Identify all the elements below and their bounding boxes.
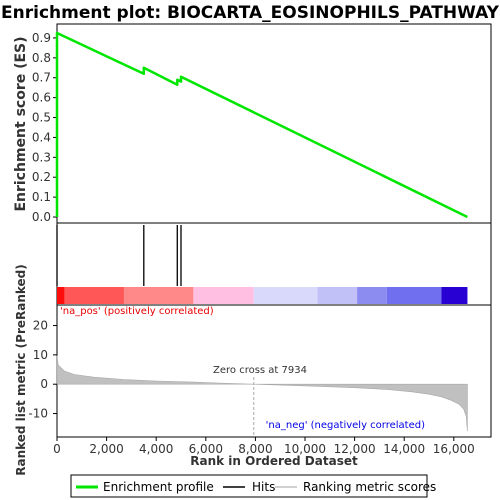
es-y-tick-label: 0.5 <box>32 111 51 125</box>
x-tick-label: 6,000 <box>189 442 223 456</box>
es-panel: 0.0 0.1 0.2 0.3 0.4 0.5 0.6 0.7 0.8 0.9 Enrichmen… <box>13 23 492 224</box>
es-y-tick-label: 0.6 <box>32 91 51 105</box>
pos-correlated-label: 'na_pos' (positively correlated) <box>60 306 214 317</box>
legend-label-metric: Ranking metric scores <box>303 480 436 494</box>
chart-title: Enrichment plot: BIOCARTA_EOSINOPHILS_PA… <box>1 3 500 23</box>
legend-box <box>70 474 428 498</box>
title-layer: Enrichment plot: BIOCARTA_EOSINOPHILS_PA… <box>1 3 500 23</box>
es-enrichment-line <box>55 31 468 219</box>
es-y-tick-label: 0.3 <box>32 150 51 164</box>
color-bar-segment <box>57 287 65 304</box>
metric-plot-area <box>56 304 492 438</box>
ranking-color-bar <box>57 287 468 304</box>
metric-y-tick-label: 20 <box>33 319 48 333</box>
es-y-tick-label: 0.1 <box>32 190 51 204</box>
metric-y-axis-label: Ranked list metric (PreRanked) <box>14 264 28 476</box>
x-tick-label: 16,000 <box>433 442 475 456</box>
metric-y-tick-label: 10 <box>33 348 48 362</box>
x-tick-label: 0 <box>53 442 61 456</box>
es-y-ticks: 0.0 0.1 0.2 0.3 0.4 0.5 0.6 0.7 0.8 0.9 <box>32 31 57 224</box>
x-tick-label: 8,000 <box>238 442 272 456</box>
legend-label-enrichment: Enrichment profile <box>103 480 214 494</box>
color-bar-segment <box>441 287 468 304</box>
color-bar-segment <box>386 287 442 304</box>
legend: Enrichment profile Hits Ranking metric s… <box>70 474 436 498</box>
metric-y-ticks: -10 0 10 20 <box>28 319 57 421</box>
x-axis-label: Rank in Ordered Dataset <box>190 454 358 468</box>
es-y-tick-label: 0.0 <box>32 210 51 224</box>
es-line-layer <box>55 31 468 219</box>
x-tick-label: 2,000 <box>89 442 123 456</box>
metric-y-tick-label: -10 <box>28 407 48 421</box>
x-tick-label: 10,000 <box>284 442 326 456</box>
color-bar-segment <box>317 287 358 304</box>
color-bar-segment <box>253 287 318 304</box>
es-y-tick-label: 0.4 <box>32 130 51 144</box>
es-y-tick-label: 0.2 <box>32 170 51 184</box>
zero-cross-label: Zero cross at 7934 <box>213 365 307 376</box>
metric-y-tick-label: 0 <box>40 377 48 391</box>
metric-panel: -10 0 10 20 'na_pos' (positively correlated… <box>14 264 492 476</box>
x-axis: 0 2,000 4,000 6,000 8,000 10,000 12,000 14,000 1… <box>53 437 475 456</box>
color-bar-segment <box>193 287 254 304</box>
es-y-tick-label: 0.8 <box>32 51 51 65</box>
color-bar-segment <box>64 287 124 304</box>
x-tick-label: 4,000 <box>139 442 173 456</box>
hits-layer <box>56 225 182 286</box>
metric-fill-layer <box>56 355 468 436</box>
es-y-axis-label: Enrichment score (ES) <box>13 36 29 211</box>
es-y-tick-label: 0.7 <box>32 71 51 85</box>
x-tick-label: 14,000 <box>383 442 425 456</box>
es-y-tick-label: 0.9 <box>32 31 51 45</box>
metric-area <box>56 355 468 432</box>
x-tick-label: 12,000 <box>334 442 376 456</box>
hits-panel <box>56 222 492 306</box>
color-bar-segment <box>357 287 387 304</box>
legend-label-hits: Hits <box>252 480 275 494</box>
color-bar-segment <box>123 287 194 304</box>
neg-correlated-label: 'na_neg' (negatively correlated) <box>266 420 425 431</box>
